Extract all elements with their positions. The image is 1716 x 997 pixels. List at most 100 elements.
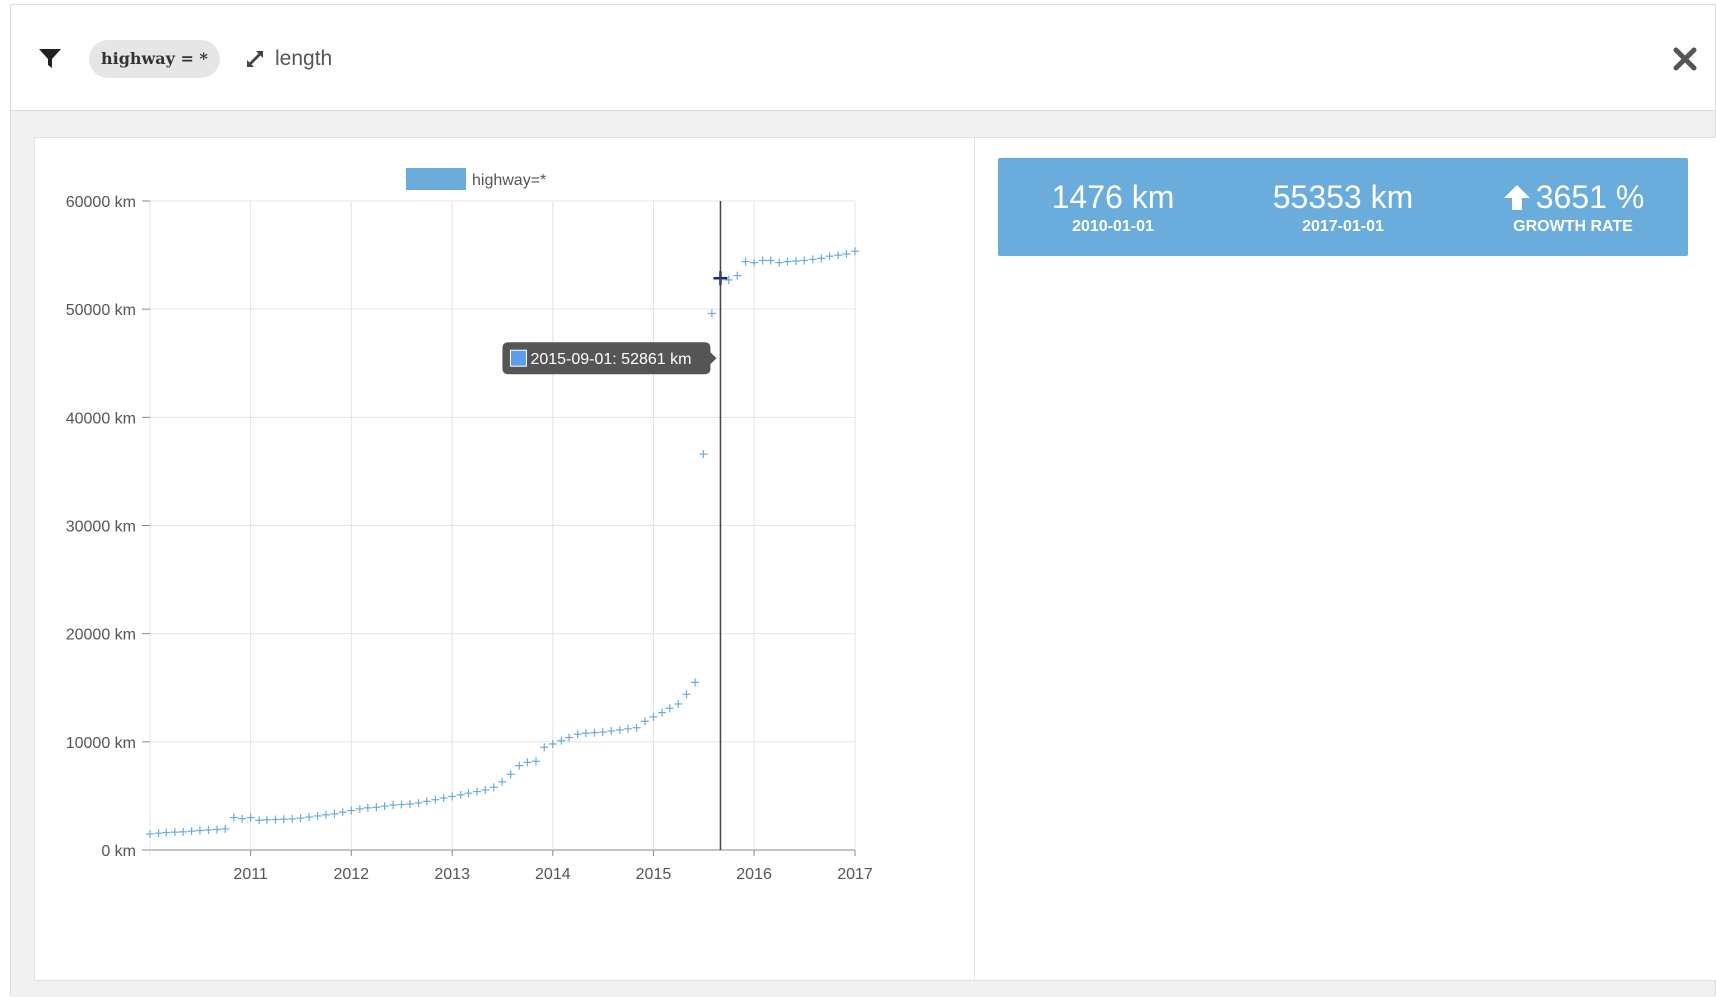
data-point: [397, 800, 406, 809]
data-point: [179, 827, 188, 836]
chart-pane: 0 km 10000 km 20000 km 30000 km 40000 km 5000…: [35, 138, 975, 980]
data-point: [624, 724, 633, 733]
stat-growth: 3651 % GROWTH RATE: [1459, 178, 1687, 236]
data-point: [389, 801, 398, 810]
close-icon[interactable]: [1669, 43, 1701, 75]
data-point: [733, 271, 742, 280]
data-point: [146, 830, 154, 839]
data-point: [531, 757, 540, 766]
data-point: [187, 827, 196, 836]
legend[interactable]: highway=*: [406, 168, 546, 190]
data-point: [321, 810, 330, 819]
content-area: 0 km 10000 km 20000 km 30000 km 40000 km 5000…: [11, 111, 1716, 997]
arrow-up-icon: [1503, 185, 1530, 210]
data-point: [414, 798, 423, 807]
stat-growth-value: 3651 %: [1535, 179, 1645, 215]
result-panel: 0 km 10000 km 20000 km 30000 km 40000 km 5000…: [34, 137, 1716, 981]
data-point: [448, 792, 457, 801]
data-point: [851, 247, 859, 256]
data-point: [405, 800, 414, 809]
data-point: [800, 256, 809, 265]
filter-icon[interactable]: [37, 45, 63, 71]
filter-tag[interactable]: highway = *: [89, 40, 220, 78]
data-point: [330, 809, 339, 818]
data-point: [456, 790, 465, 799]
y-tick-label: 10000 km: [66, 735, 136, 752]
data-point: [649, 712, 658, 721]
data-point: [506, 770, 515, 779]
data-point: [296, 814, 305, 823]
data-point: [665, 704, 674, 713]
stat-end-value: 55353 km: [1272, 179, 1414, 215]
stat-start: 1476 km 2010-01-01: [999, 178, 1227, 236]
dashboard-window: highway = * length 0 km 10000 km 20000 km 3…: [10, 4, 1716, 997]
data-point: [817, 254, 826, 263]
data-point: [842, 250, 851, 259]
y-tick-label: 40000 km: [66, 410, 136, 427]
y-tick-label: 0 km: [101, 843, 136, 860]
data-point: [439, 794, 448, 803]
x-tick-label: 2016: [736, 866, 772, 883]
expand-icon: [247, 51, 263, 67]
data-point: [750, 258, 759, 267]
data-point: [154, 829, 163, 838]
y-tick-label: 20000 km: [66, 627, 136, 644]
data-point: [422, 797, 431, 806]
axes: 0 km 10000 km 20000 km 30000 km 40000 km 5000…: [66, 194, 873, 883]
data-point: [380, 802, 389, 811]
data-point: [305, 813, 314, 822]
data-point: [573, 730, 582, 739]
data-point: [372, 803, 381, 812]
data-point: [355, 804, 364, 813]
data-point: [464, 789, 473, 798]
x-tick-label: 2014: [535, 866, 571, 883]
hover-tooltip: 2015-09-01: 52861 km: [502, 342, 717, 375]
data-point: [598, 728, 607, 737]
data-point: [565, 733, 574, 742]
data-point: [724, 275, 733, 284]
data-point: [607, 727, 616, 736]
query-toolbar: highway = * length: [11, 5, 1715, 111]
legend-label: highway=*: [472, 172, 546, 189]
length-chart[interactable]: 0 km 10000 km 20000 km 30000 km 40000 km 5000…: [35, 138, 975, 982]
data-point: [229, 813, 238, 822]
stat-start-date: 2010-01-01: [1072, 218, 1154, 235]
data-point: [515, 761, 524, 770]
data-points: [146, 247, 859, 839]
data-point: [347, 806, 356, 815]
y-tick-label: 30000 km: [66, 519, 136, 536]
data-point: [262, 815, 271, 824]
tooltip-swatch: [509, 349, 527, 367]
data-point: [590, 728, 599, 737]
y-tick-label: 60000 km: [66, 194, 136, 211]
data-point: [640, 717, 649, 726]
data-point: [741, 257, 750, 266]
data-point: [238, 814, 247, 823]
data-point: [431, 795, 440, 804]
stat-start-value: 1476 km: [1051, 179, 1175, 215]
data-point: [288, 814, 297, 823]
data-point: [808, 255, 817, 264]
data-point: [363, 803, 372, 812]
data-point: [498, 777, 507, 786]
data-point: [825, 252, 834, 261]
data-point: [758, 256, 767, 265]
tooltip-text: 2015-09-01: 52861 km: [530, 351, 691, 368]
data-point: [581, 729, 590, 738]
tooltip-background: [502, 342, 717, 375]
data-point: [674, 699, 683, 708]
stat-end-date: 2017-01-01: [1302, 218, 1384, 235]
data-point: [338, 808, 347, 817]
data-point: [212, 825, 221, 834]
data-point: [279, 815, 288, 824]
grid: [149, 200, 856, 856]
data-point: [540, 743, 549, 752]
stat-growth-value-row: 3651 %: [1459, 178, 1687, 216]
measure-selector[interactable]: length: [245, 43, 332, 75]
data-point: [195, 826, 204, 835]
data-point: [658, 708, 667, 717]
x-tick-label: 2013: [434, 866, 470, 883]
stat-growth-label: GROWTH RATE: [1513, 218, 1633, 235]
data-point: [472, 787, 481, 796]
stat-end: 55353 km 2017-01-01: [1229, 178, 1457, 236]
